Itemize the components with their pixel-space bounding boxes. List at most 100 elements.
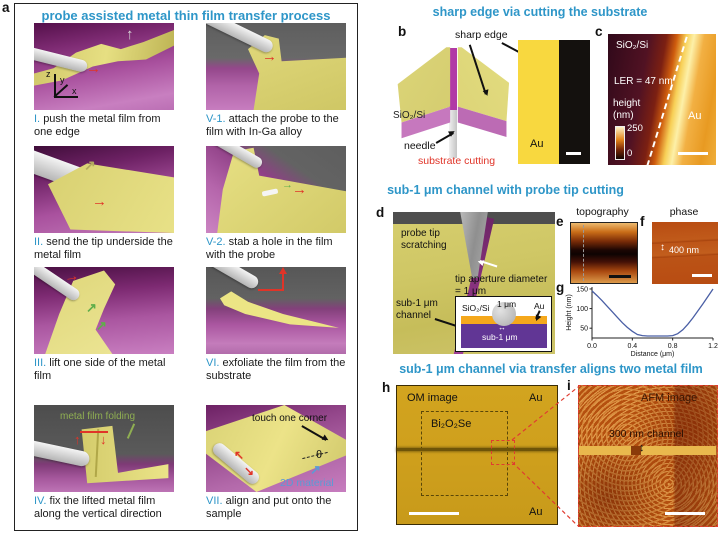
step-text: align and put onto the sample — [206, 495, 332, 521]
step-number: V-1. — [206, 113, 226, 125]
step-number: I. — [34, 113, 41, 125]
lift-red-arrow-icon: → — [62, 267, 81, 287]
channel-cross-section-inset: SiO₂/Si 1 μm Au ↔ sub-1 μm — [455, 296, 552, 352]
channel-band-gap — [631, 446, 641, 455]
svg-text:Distance (μm): Distance (μm) — [631, 351, 675, 358]
needle-label: needle — [404, 140, 436, 152]
step-number: II. — [34, 236, 44, 248]
scene-illustration-VI — [206, 267, 346, 354]
om-image-panel: OM image Au Bi₂O₂Se Au — [396, 385, 558, 525]
probe-motion-arrow-icon: ↘ — [244, 464, 255, 478]
push-arrow-icon: → — [86, 60, 101, 77]
channel-measure-arrow-icon: ↕ — [639, 442, 645, 454]
step-card-V1: → V-1. attach the probe to the film with… — [206, 23, 346, 140]
flake-dashed-outline — [421, 411, 508, 496]
step-card-III: → ↗ ↗ III. lift one side of the metal fi… — [34, 267, 174, 384]
probe-tip-cutting-illustration: probe tip scratching tip aperture diamet… — [393, 212, 555, 354]
scale-bar — [665, 512, 705, 515]
fold-bracket-line — [80, 431, 108, 433]
tip-aperture-label: tip aperture diameter = 1 μm — [455, 274, 548, 297]
colorbar-max-label: 250 — [627, 123, 643, 134]
axis-z-label: z — [46, 69, 51, 79]
scene-illustration-V1: → — [206, 23, 346, 110]
scale-bar — [692, 274, 712, 277]
substrate-label: SiO₂/Si — [616, 40, 649, 51]
panel-label-f: f — [640, 214, 645, 229]
stab-arrow-icon: → — [292, 181, 307, 198]
svg-text:50: 50 — [580, 326, 588, 333]
panel-label-i: i — [567, 378, 571, 393]
fix-up-arrow-icon: ↑ — [74, 432, 81, 447]
step-card-VI: VI. exfoliate the film from the substrat… — [206, 267, 346, 384]
probe-tip-scratching-label: probe tip scratching — [401, 228, 447, 251]
step-card-II: ↗ → II. send the tip underside the metal… — [34, 146, 174, 263]
step-card-V2: → → V-2. stab a hole in the film with th… — [206, 146, 346, 263]
panel-label-h: h — [382, 380, 391, 395]
edge-dashed-line — [643, 34, 691, 165]
om-image-label: OM image — [407, 392, 458, 404]
svg-text:0.8: 0.8 — [668, 343, 678, 350]
step-card-IV: metal film folding ↑ ↓ IV. fix the lifte… — [34, 405, 174, 522]
scene-illustration-I: ↑ → z y x — [34, 23, 174, 110]
height-label: height — [613, 98, 641, 109]
sharp-edge-label: sharp edge — [455, 29, 508, 41]
material-label: Bi₂O₂Se — [431, 418, 472, 430]
au-top-label: Au — [529, 392, 543, 404]
sub1um-channel-label: sub-1 μm channel — [396, 298, 438, 321]
step-number: VII. — [206, 495, 223, 507]
inset-tip-circle — [492, 302, 516, 326]
peel-arrow-icon: ↗ — [96, 318, 107, 333]
colorbar-min-label: 0 — [627, 148, 633, 159]
2d-material-arrow-icon: ↗ — [310, 462, 321, 477]
scene-illustration-III: → ↗ ↗ — [34, 267, 174, 354]
step-text: lift one side of the metal film — [34, 357, 166, 383]
topography-afm-image — [570, 222, 638, 284]
300nm-channel-label: 300 nm channel — [609, 428, 684, 440]
exfoliate-arrow-stem — [282, 273, 284, 291]
panel-label-g: g — [556, 280, 565, 295]
panel-label-d: d — [376, 205, 385, 220]
step-card-I: ↑ → z y x I. push the metal film from on… — [34, 23, 174, 140]
zoom-region-box — [491, 440, 515, 465]
substrate-label: SiO₂/Si — [393, 110, 426, 121]
exfoliate-arrow-head — [279, 267, 287, 274]
zoom-connector-lines — [511, 386, 579, 527]
scale-bar — [409, 512, 459, 515]
axis-z-line — [54, 74, 56, 97]
metal-film-shape — [248, 35, 346, 110]
channel-width-arrow-icon: ↕ — [660, 242, 665, 253]
svg-text:150: 150 — [576, 286, 588, 293]
svg-text:1.2: 1.2 — [708, 343, 718, 350]
touch-one-corner-label: touch one corner — [252, 413, 328, 424]
phase-title: phase — [669, 206, 699, 218]
panel-label-c: c — [595, 24, 603, 39]
channel-line — [397, 448, 557, 451]
step-text: stab a hole in the film with the probe — [206, 236, 333, 262]
phase-afm-image: ↕ 400 nm — [652, 222, 718, 284]
panel-label-a: a — [2, 0, 10, 15]
probe-shape — [34, 437, 91, 468]
inset-sub1um-label: sub-1 μm — [482, 332, 518, 342]
step-text: send the tip underside the metal film — [34, 236, 173, 262]
attach-arrow-icon: → — [262, 48, 277, 65]
scene-illustration-II: ↗ → — [34, 146, 174, 233]
optical-edge-image: Au — [518, 40, 590, 164]
ler-label: LER = 47 nm — [614, 76, 673, 87]
height-colorbar — [615, 126, 625, 160]
metal-film-shape — [220, 291, 339, 328]
step-text: fix the lifted metal film along the vert… — [34, 495, 162, 521]
afm-image-panel: AFM image 300 nm channel ↕ — [578, 385, 718, 527]
inset-substrate — [461, 324, 547, 348]
svg-text:100: 100 — [576, 306, 588, 313]
axis-x-line — [54, 96, 78, 98]
lift-arrow-icon: ↑ — [126, 26, 134, 43]
step-text: attach the probe to the film with In-Ga … — [206, 113, 339, 139]
step-card-VII: ↖ ↘ touch one corner θ ↗ 2D material VII… — [206, 405, 346, 522]
inset-1um-label: 1 μm — [497, 299, 517, 309]
profile-dashed-line — [583, 225, 584, 281]
scale-bar — [678, 152, 708, 155]
metal-film-folding-label: metal film folding — [60, 411, 136, 422]
hole-arrow-icon: → — [282, 179, 293, 191]
step-number: V-2. — [206, 236, 226, 248]
section-sharp-edge-title: sharp edge via cutting the substrate — [432, 5, 648, 19]
